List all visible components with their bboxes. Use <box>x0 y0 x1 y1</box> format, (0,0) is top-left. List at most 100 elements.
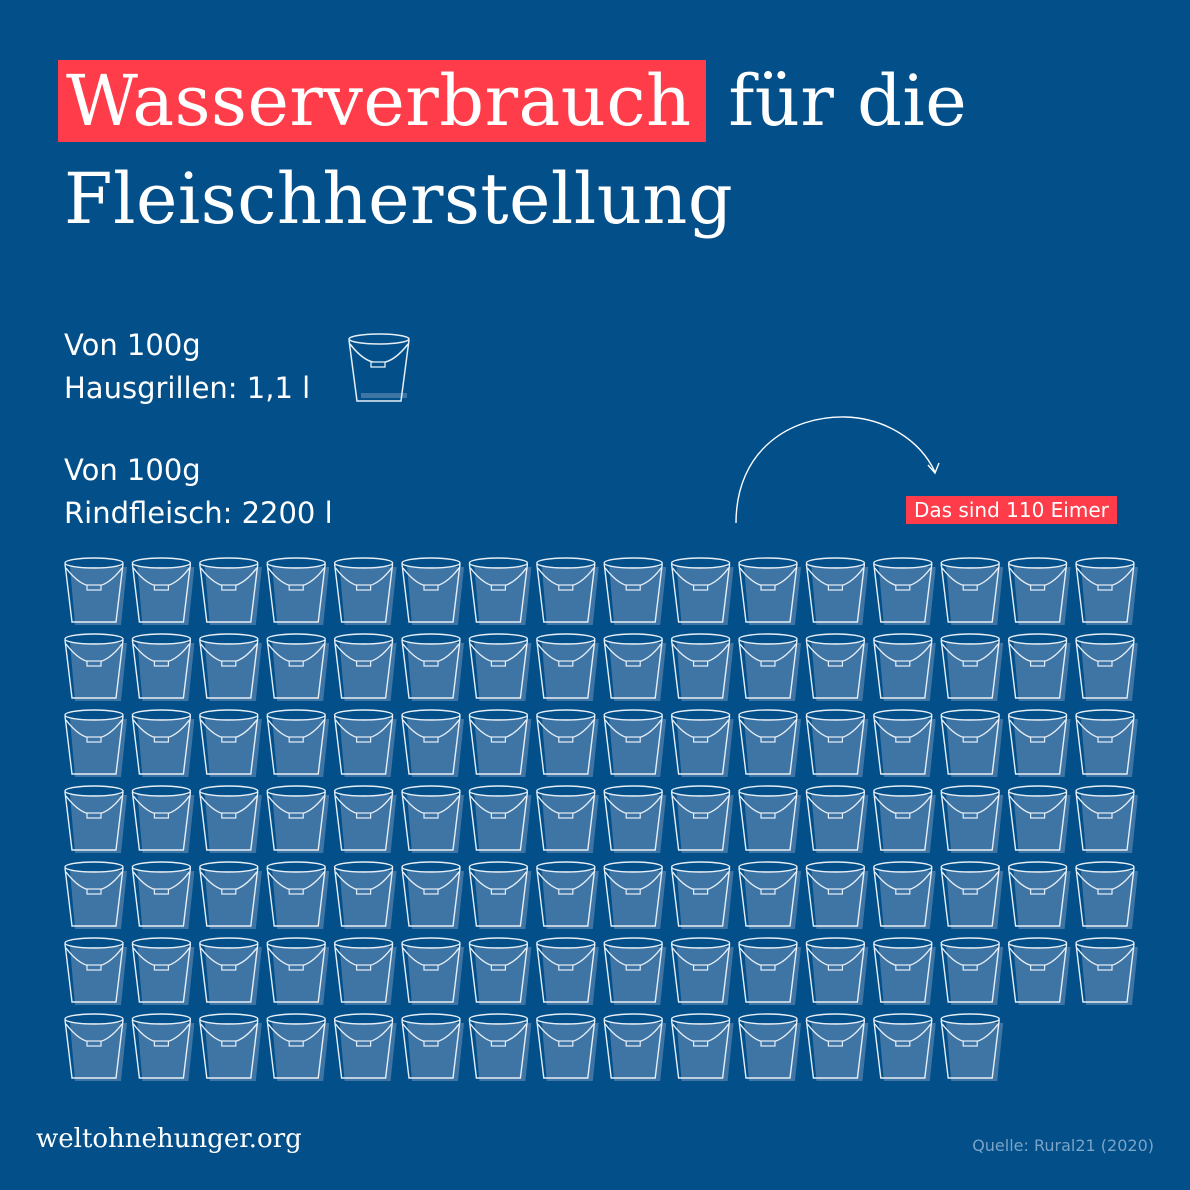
bucket-icon <box>333 557 397 625</box>
bucket-icon <box>536 785 599 853</box>
bucket-icon <box>738 557 801 625</box>
bucket-icon <box>401 633 464 701</box>
bucket-icon <box>401 1013 464 1081</box>
bucket-icon <box>1075 709 1138 777</box>
bucket-icon <box>199 937 262 1005</box>
bucket-icon <box>603 785 667 853</box>
stat-crickets-line1: Von 100g <box>64 328 201 362</box>
bucket-icon <box>873 785 936 853</box>
bucket-icon <box>64 709 127 777</box>
bucket-icon <box>1007 709 1071 777</box>
bucket-icon <box>333 861 397 929</box>
bucket-icon <box>131 1013 195 1081</box>
bucket-icon <box>670 557 734 625</box>
bucket-icon <box>131 557 195 625</box>
bucket-icon <box>199 785 262 853</box>
bucket-icon <box>401 937 464 1005</box>
bucket-icon <box>64 557 127 625</box>
bucket-icon <box>468 709 532 777</box>
bucket-icon <box>401 709 464 777</box>
bucket-icon <box>805 937 869 1005</box>
bucket-icon <box>333 937 397 1005</box>
bucket-icon <box>1075 861 1138 929</box>
bucket-icon <box>266 633 330 701</box>
bucket-icon <box>940 709 1004 777</box>
bucket-icon <box>468 861 532 929</box>
bucket-icon <box>873 709 936 777</box>
bucket-icon <box>536 861 599 929</box>
bucket-icon <box>131 937 195 1005</box>
bucket-icon <box>1007 785 1071 853</box>
bucket-icon <box>199 633 262 701</box>
bucket-icon <box>670 861 734 929</box>
bucket-icon <box>873 861 936 929</box>
bucket-icon <box>333 1013 397 1081</box>
bucket-icon <box>670 1013 734 1081</box>
bucket-icon <box>873 1013 936 1081</box>
bucket-icon <box>603 861 667 929</box>
bucket-icon <box>603 557 667 625</box>
source-note: Quelle: Rural21 (2020) <box>972 1136 1154 1155</box>
bucket-icon <box>1075 633 1138 701</box>
title-line2: Fleischherstellung <box>64 158 734 240</box>
bucket-icon <box>603 1013 667 1081</box>
bucket-icon <box>805 861 869 929</box>
bucket-icon <box>873 937 936 1005</box>
bucket-icon <box>805 785 869 853</box>
bucket-icon <box>131 861 195 929</box>
bucket-icon <box>805 557 869 625</box>
bucket-icon <box>603 937 667 1005</box>
bucket-icon <box>940 557 1004 625</box>
bucket-icon <box>401 557 464 625</box>
bucket-icon <box>738 785 801 853</box>
bucket-icon <box>940 785 1004 853</box>
bucket-icon <box>536 557 599 625</box>
bucket-icon <box>738 937 801 1005</box>
bucket-icon <box>131 709 195 777</box>
footer-logo[interactable]: weltohnehunger.org <box>36 1124 302 1154</box>
bucket-icon <box>536 709 599 777</box>
bucket-icon <box>1075 937 1138 1005</box>
stat-crickets: Von 100g Hausgrillen: 1,1 l <box>64 324 310 410</box>
bucket-icon <box>64 633 127 701</box>
bucket-icon <box>64 861 127 929</box>
bucket-icon <box>1007 861 1071 929</box>
bucket-icon <box>1075 785 1138 853</box>
bucket-icon <box>131 633 195 701</box>
bucket-icon <box>468 557 532 625</box>
bucket-icon <box>131 785 195 853</box>
bucket-icon <box>199 709 262 777</box>
bucket-icon <box>738 633 801 701</box>
stat-crickets-line2: Hausgrillen: 1,1 l <box>64 371 311 405</box>
bucket-icon <box>940 1013 1004 1081</box>
bucket-icon <box>940 633 1004 701</box>
bucket-icon <box>670 709 734 777</box>
bucket-icon <box>401 785 464 853</box>
bucket-icon <box>738 709 801 777</box>
bucket-icon <box>266 937 330 1005</box>
bucket-icon <box>805 1013 869 1081</box>
bucket-icon <box>805 709 869 777</box>
title-line1-rest: für die <box>705 60 968 142</box>
bucket-icon <box>333 633 397 701</box>
bucket-icon <box>401 861 464 929</box>
bucket-icon <box>64 937 127 1005</box>
title-highlight: Wasserverbrauch <box>58 60 706 142</box>
bucket-icon <box>738 861 801 929</box>
bucket-icon <box>873 557 936 625</box>
bucket-icon <box>1075 557 1138 625</box>
bucket-icon <box>333 709 397 777</box>
bucket-icon <box>873 633 936 701</box>
bucket-icon <box>670 937 734 1005</box>
bucket-icon <box>536 1013 599 1081</box>
bucket-icon <box>1007 937 1071 1005</box>
bucket-count-badge: Das sind 110 Eimer <box>906 496 1117 524</box>
bucket-icon <box>536 633 599 701</box>
bucket-icon <box>199 1013 262 1081</box>
bucket-icon <box>64 785 127 853</box>
bucket-icon <box>266 785 330 853</box>
bucket-icon <box>940 861 1004 929</box>
bucket-icon <box>670 633 734 701</box>
bucket-icon <box>603 709 667 777</box>
bucket-icon <box>940 937 1004 1005</box>
